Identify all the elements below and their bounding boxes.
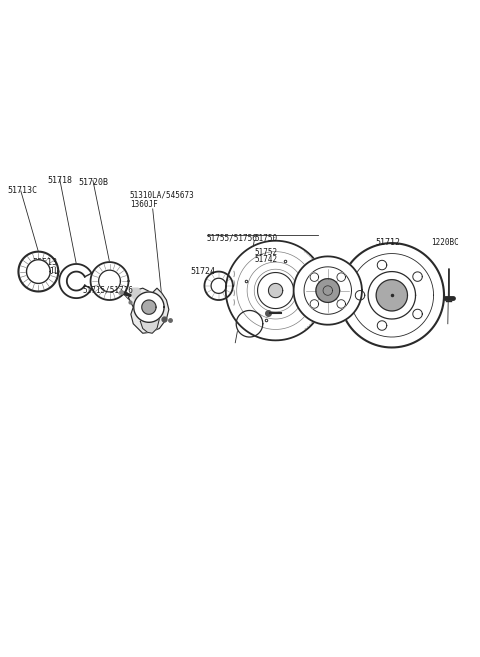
Polygon shape [377,260,387,270]
Polygon shape [316,279,340,302]
Polygon shape [226,240,325,340]
Text: 51742: 51742 [254,256,277,264]
Polygon shape [236,311,263,337]
Polygon shape [91,262,129,300]
Polygon shape [268,283,283,298]
Polygon shape [131,288,140,299]
Polygon shape [129,288,169,333]
Polygon shape [337,300,346,308]
Text: 51755/51756: 51755/51756 [207,234,258,242]
Polygon shape [355,290,365,300]
Polygon shape [337,273,346,281]
Polygon shape [413,309,422,319]
Text: 51713C: 51713C [8,186,37,195]
Text: 51718: 51718 [48,175,73,185]
Text: 58513: 58513 [32,258,57,267]
Polygon shape [368,271,416,319]
Text: 51712: 51712 [376,238,401,247]
Polygon shape [294,256,362,325]
Polygon shape [134,292,164,323]
Text: 1360JL: 1360JL [29,267,59,276]
Text: 51720B: 51720B [79,177,108,187]
Polygon shape [377,321,387,330]
Polygon shape [59,264,92,298]
Text: 51724: 51724 [190,267,215,276]
Polygon shape [413,272,422,281]
Polygon shape [18,252,58,292]
Text: 1220BC: 1220BC [431,238,458,247]
Polygon shape [26,260,50,283]
Text: 51752: 51752 [254,248,277,257]
Polygon shape [204,271,233,300]
Polygon shape [310,300,319,308]
Text: 51715/51716: 51715/51716 [83,286,133,295]
Text: 1360JF: 1360JF [130,200,157,210]
Polygon shape [142,300,156,314]
Polygon shape [340,243,444,348]
Text: 51310LA/545673: 51310LA/545673 [130,191,195,200]
Polygon shape [376,280,408,311]
Polygon shape [258,273,294,309]
Polygon shape [140,313,159,333]
Polygon shape [310,273,319,281]
Text: 51750: 51750 [254,234,277,242]
